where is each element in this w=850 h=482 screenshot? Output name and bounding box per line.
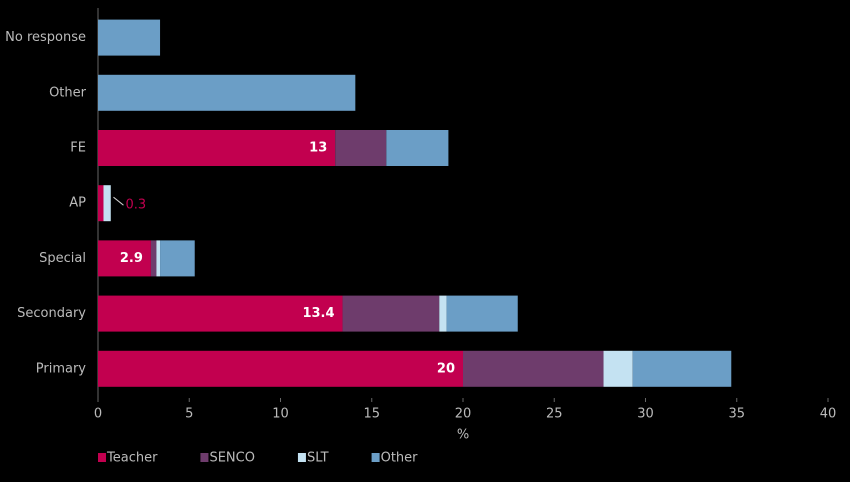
bar-segment xyxy=(150,240,157,277)
bar-segment xyxy=(103,185,111,222)
legend-swatch xyxy=(200,453,209,462)
bar-segment xyxy=(439,295,447,332)
y-tick-label: Special xyxy=(39,251,86,266)
x-tick-label: 25 xyxy=(546,407,563,422)
legend-label: Teacher xyxy=(106,451,158,466)
bar-segment xyxy=(98,74,356,111)
x-tick-label: 35 xyxy=(728,407,745,422)
bar-segment xyxy=(98,350,463,387)
x-tick-label: 10 xyxy=(272,407,289,422)
bar-segment xyxy=(386,130,449,166)
bar-segment xyxy=(342,295,440,332)
data-label: 0.3 xyxy=(125,198,146,213)
x-tick-label: 40 xyxy=(820,407,837,422)
legend-label: Other xyxy=(381,451,419,466)
x-tick-label: 20 xyxy=(455,407,472,422)
bar-segment xyxy=(160,240,195,277)
bar-segment xyxy=(98,19,161,56)
data-label: 2.9 xyxy=(120,251,143,266)
data-label: 13.4 xyxy=(302,306,334,321)
y-tick-label: FE xyxy=(70,141,86,156)
bar-segment xyxy=(98,185,104,222)
bar-segment xyxy=(335,130,387,166)
y-tick-label: Other xyxy=(49,85,87,100)
legend-label: SLT xyxy=(307,451,329,466)
legend-swatch xyxy=(297,453,306,462)
bar-segment xyxy=(98,295,343,332)
x-tick-label: 5 xyxy=(185,407,193,422)
x-tick-label: 0 xyxy=(94,407,102,422)
y-tick-label: AP xyxy=(69,196,86,211)
leader-line xyxy=(113,196,124,206)
bar-segment xyxy=(98,240,151,277)
bar-segment xyxy=(446,295,518,332)
x-tick-label: 30 xyxy=(637,407,654,422)
bar-segment xyxy=(98,130,336,166)
bar-segment xyxy=(603,350,633,387)
y-tick-label: Primary xyxy=(36,361,87,376)
legend-swatch xyxy=(98,453,106,462)
x-tick-label: 15 xyxy=(363,407,380,422)
bar-segment xyxy=(156,240,161,277)
y-tick-label: Secondary xyxy=(17,306,86,321)
bar-segment xyxy=(632,350,732,387)
x-axis-label: % xyxy=(457,428,469,443)
legend-label: SENCO xyxy=(209,451,255,466)
data-label: 13 xyxy=(309,141,327,156)
bar-segment xyxy=(463,350,604,387)
data-label: 20 xyxy=(437,361,455,376)
y-tick-label: No response xyxy=(5,30,86,45)
legend-swatch xyxy=(371,453,380,462)
